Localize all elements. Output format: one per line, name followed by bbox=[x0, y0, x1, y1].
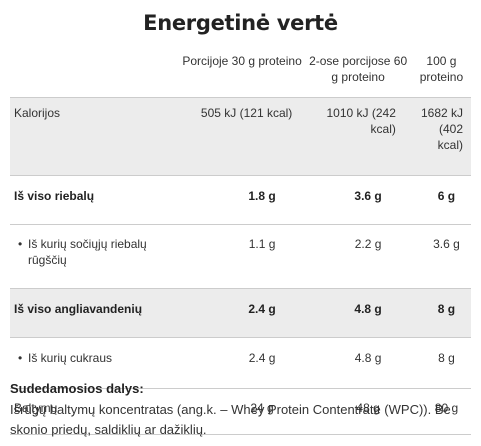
row-label-cell: • Iš kurių cukraus bbox=[10, 338, 180, 389]
row-label-cell: • Iš kurių sočiųjų riebalų rūgščių bbox=[10, 225, 180, 289]
row-value-portion: 2.4 g bbox=[248, 351, 276, 365]
row-value-100g: 6 g bbox=[437, 189, 456, 203]
row-label: Kalorijos bbox=[10, 97, 180, 176]
row-value-two-portions: 48 g bbox=[356, 401, 380, 415]
table-row: • Iš kurių sočiųjų riebalų rūgščių 1.1 g … bbox=[10, 225, 471, 289]
bullet-icon: • bbox=[18, 237, 23, 251]
row-value-portion: 1.8 g bbox=[248, 189, 276, 203]
row-value-100g: 1682 kJ (402 kcal) bbox=[411, 97, 471, 176]
row-label: Iš viso riebalų bbox=[14, 189, 95, 203]
row-value-100g: 8 g bbox=[411, 288, 471, 338]
table-row: • Iš kurių cukraus 2.4 g 4.8 g 8 g bbox=[10, 338, 471, 389]
row-value-portion: 505 kJ (121 kcal) bbox=[179, 97, 305, 176]
row-value-two-portions: 2.2 g bbox=[354, 237, 382, 251]
row-value-portion: 2.4 g bbox=[179, 288, 305, 338]
row-label: Iš kurių sočiųjų riebalų rūgščių bbox=[28, 237, 147, 267]
table-header-row: Porcijoje 30 g proteino 2-ose porcijose … bbox=[10, 47, 471, 98]
header-two-portions: 2-ose porcijose 60 g proteino bbox=[309, 54, 408, 84]
row-label: Baltymų bbox=[14, 401, 58, 415]
row-value-portion: 24 g bbox=[250, 401, 274, 415]
row-label: Iš kurių cukraus bbox=[28, 351, 113, 365]
page-title: Energetinė vertė bbox=[143, 11, 338, 35]
nutrition-table: Porcijoje 30 g proteino 2-ose porcijose … bbox=[10, 47, 471, 435]
header-empty-cell bbox=[10, 47, 180, 98]
row-value-two-portions: 1010 kJ (242 kcal) bbox=[304, 97, 412, 176]
header-per-100g: 100 g proteino bbox=[419, 54, 464, 84]
row-value-two-portions: 4.8 g bbox=[304, 288, 412, 338]
table-row: Baltymų 24 g 48 g 80 g bbox=[10, 389, 471, 435]
table-row: Iš viso angliavandenių 2.4 g 4.8 g 8 g bbox=[10, 288, 471, 338]
row-value-100g: 8 g bbox=[438, 351, 455, 365]
row-value-portion: 1.1 g bbox=[248, 237, 276, 251]
row-label: Iš viso angliavandenių bbox=[10, 288, 180, 338]
table-row: Kalorijos 505 kJ (121 kcal) 1010 kJ (242… bbox=[10, 97, 471, 176]
header-per-portion: Porcijoje 30 g proteino bbox=[182, 54, 302, 68]
ingredients-heading: Sudedamosios dalys: bbox=[10, 381, 144, 396]
row-value-two-portions: 3.6 g bbox=[354, 189, 382, 203]
bullet-icon: • bbox=[18, 351, 23, 365]
table-row: Iš viso riebalų 1.8 g 3.6 g 6 g bbox=[10, 176, 471, 225]
row-value-100g: 3.6 g bbox=[433, 237, 460, 251]
row-value-two-portions: 4.8 g bbox=[354, 351, 382, 365]
row-value-100g: 80 g bbox=[434, 401, 459, 415]
ingredients-text: Išrūgų baltymų koncentratas (ang.k. – Wh… bbox=[10, 402, 451, 437]
